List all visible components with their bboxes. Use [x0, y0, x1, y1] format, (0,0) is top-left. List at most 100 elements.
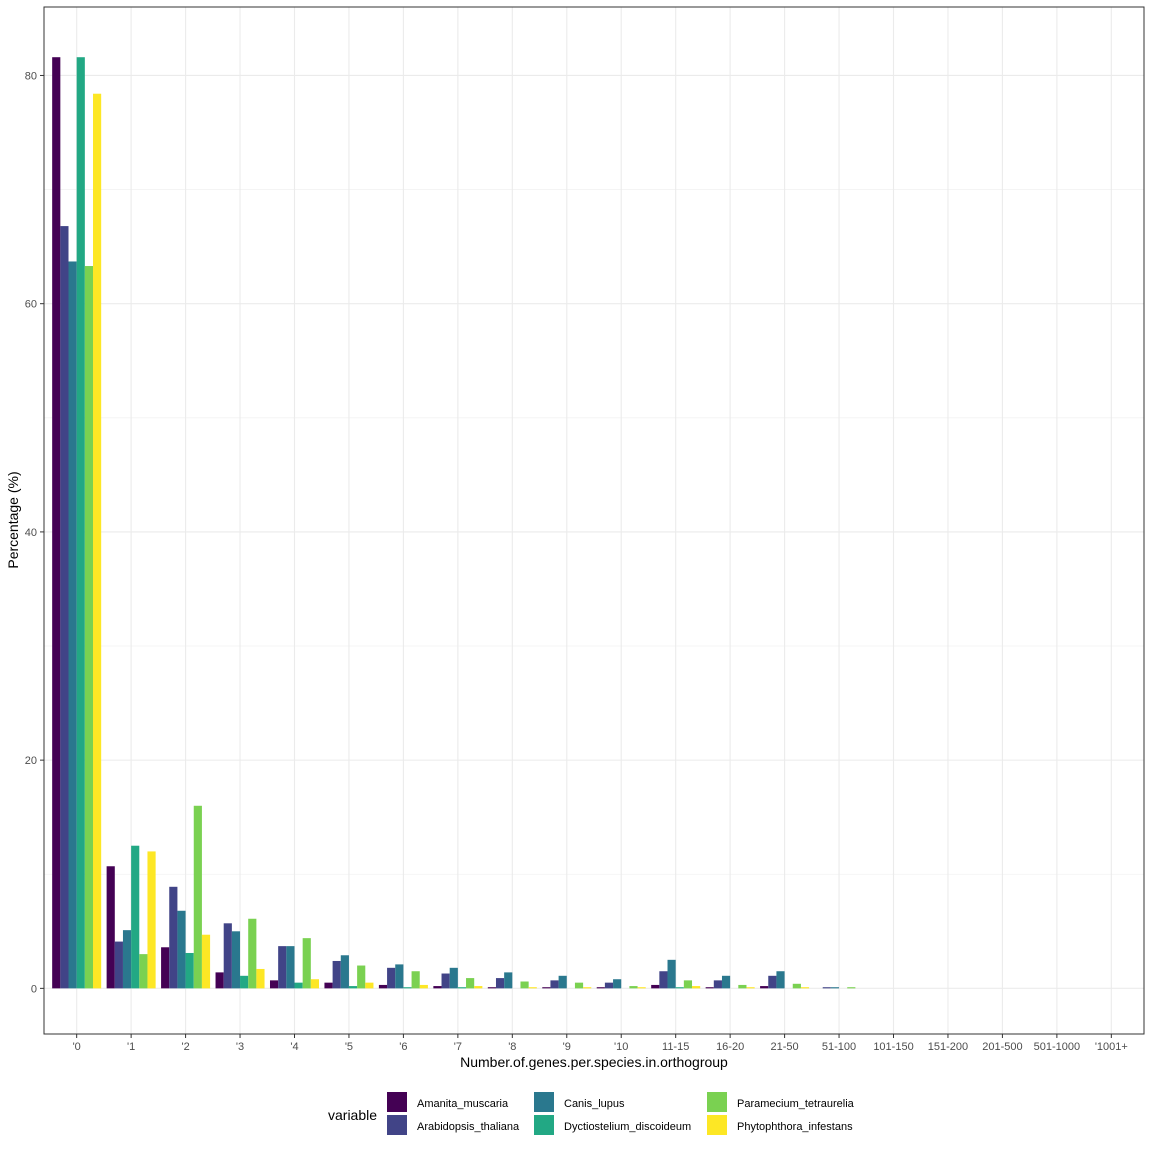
bar [705, 987, 714, 989]
y-tick-label: 60 [25, 299, 37, 311]
bar [93, 93, 102, 989]
bar [433, 986, 442, 989]
bar [487, 987, 496, 989]
legend-label: Canis_lupus [564, 1098, 625, 1110]
bar [294, 982, 303, 989]
bar [231, 931, 241, 989]
bars [52, 57, 856, 989]
bar [768, 975, 777, 989]
bar [847, 987, 856, 989]
x-axis-ticks: '0 '1 '2 '3 '4 '5 '6 '7 '8 '9 '10 11-15 16-20 21-50 51… [73, 1034, 1128, 1053]
bar [122, 930, 132, 989]
x-tick-label: 501-1000 [1034, 1041, 1081, 1053]
x-tick-label: 11-15 [662, 1041, 689, 1053]
y-tick-label: 80 [25, 70, 37, 82]
bar [387, 967, 396, 989]
x-tick-label: 21-50 [771, 1041, 799, 1053]
x-tick-label: '0 [73, 1041, 81, 1053]
bar [106, 866, 115, 989]
bar [596, 987, 605, 989]
legend-title: variable [328, 1107, 377, 1123]
bar [441, 973, 450, 989]
legend-key [387, 1092, 407, 1112]
bar [201, 934, 211, 989]
bar [365, 982, 374, 989]
x-tick-label: '10 [614, 1041, 628, 1053]
bar [637, 987, 646, 989]
bar [161, 947, 170, 989]
bar [286, 946, 295, 989]
bar [574, 982, 584, 989]
bar [139, 954, 148, 989]
bar [746, 987, 755, 989]
plot-border [43, 6, 1145, 1035]
legend-label: Dyctiostelium_discoideum [564, 1121, 691, 1133]
x-axis-title: Number.of.genes.per.species.in.orthogrou… [460, 1054, 728, 1070]
bar [248, 918, 257, 989]
bar [651, 984, 660, 989]
bar [240, 975, 249, 989]
plot-panel [44, 7, 1144, 1034]
legend-key [534, 1092, 554, 1112]
x-tick-label: 16-20 [716, 1041, 744, 1053]
bar [504, 972, 513, 989]
bar [403, 987, 412, 989]
bar [738, 984, 747, 989]
x-tick-label: '9 [563, 1041, 571, 1053]
x-tick-label: '3 [236, 1041, 244, 1053]
bar [466, 978, 475, 989]
legend-label: Arabidopsis_thaliana [417, 1121, 520, 1133]
x-tick-label: 101-150 [873, 1041, 913, 1053]
bar [667, 959, 676, 989]
bar [169, 886, 178, 989]
bar [60, 226, 69, 989]
bar [378, 984, 388, 989]
bar [528, 987, 537, 989]
bar [583, 987, 592, 989]
bar [185, 952, 194, 989]
legend-key [707, 1115, 727, 1135]
bar [324, 982, 333, 989]
x-tick-label: '8 [508, 1041, 516, 1053]
x-tick-label: '1001+ [1095, 1041, 1128, 1053]
x-tick-label: '4 [290, 1041, 298, 1053]
bar [692, 986, 701, 989]
bar [675, 987, 684, 989]
bar [800, 987, 810, 989]
bar [302, 938, 311, 989]
y-tick-label: 20 [25, 755, 37, 767]
y-axis-title: Percentage (%) [5, 471, 21, 568]
bar [310, 979, 319, 989]
bar [830, 987, 840, 989]
bar [495, 978, 505, 989]
bar [76, 57, 85, 989]
bar [776, 971, 785, 989]
bar [683, 980, 693, 989]
bar [474, 986, 483, 989]
bar [223, 923, 232, 989]
x-tick-label: '6 [399, 1041, 407, 1053]
bar [68, 261, 77, 989]
bar [357, 965, 366, 989]
bar [629, 986, 638, 989]
legend-label: Phytophthora_infestans [737, 1121, 853, 1133]
x-tick-label: 151-200 [928, 1041, 968, 1053]
x-tick-label: 51-100 [822, 1041, 856, 1053]
bar [278, 946, 287, 989]
bar [721, 975, 731, 989]
bar [131, 845, 140, 989]
y-tick-label: 40 [25, 527, 37, 539]
legend-key [387, 1115, 407, 1135]
bar [269, 980, 279, 989]
legend: variable Amanita_muscaria Arabidopsis_tha… [328, 1092, 855, 1135]
bar [84, 266, 94, 989]
bar [550, 980, 559, 989]
bar [147, 851, 156, 989]
bar [604, 982, 614, 989]
legend-key [707, 1092, 727, 1112]
x-tick-label: '5 [345, 1041, 353, 1053]
grid-lines [44, 7, 1144, 1034]
x-tick-label: '2 [181, 1041, 189, 1053]
bar [348, 986, 358, 989]
